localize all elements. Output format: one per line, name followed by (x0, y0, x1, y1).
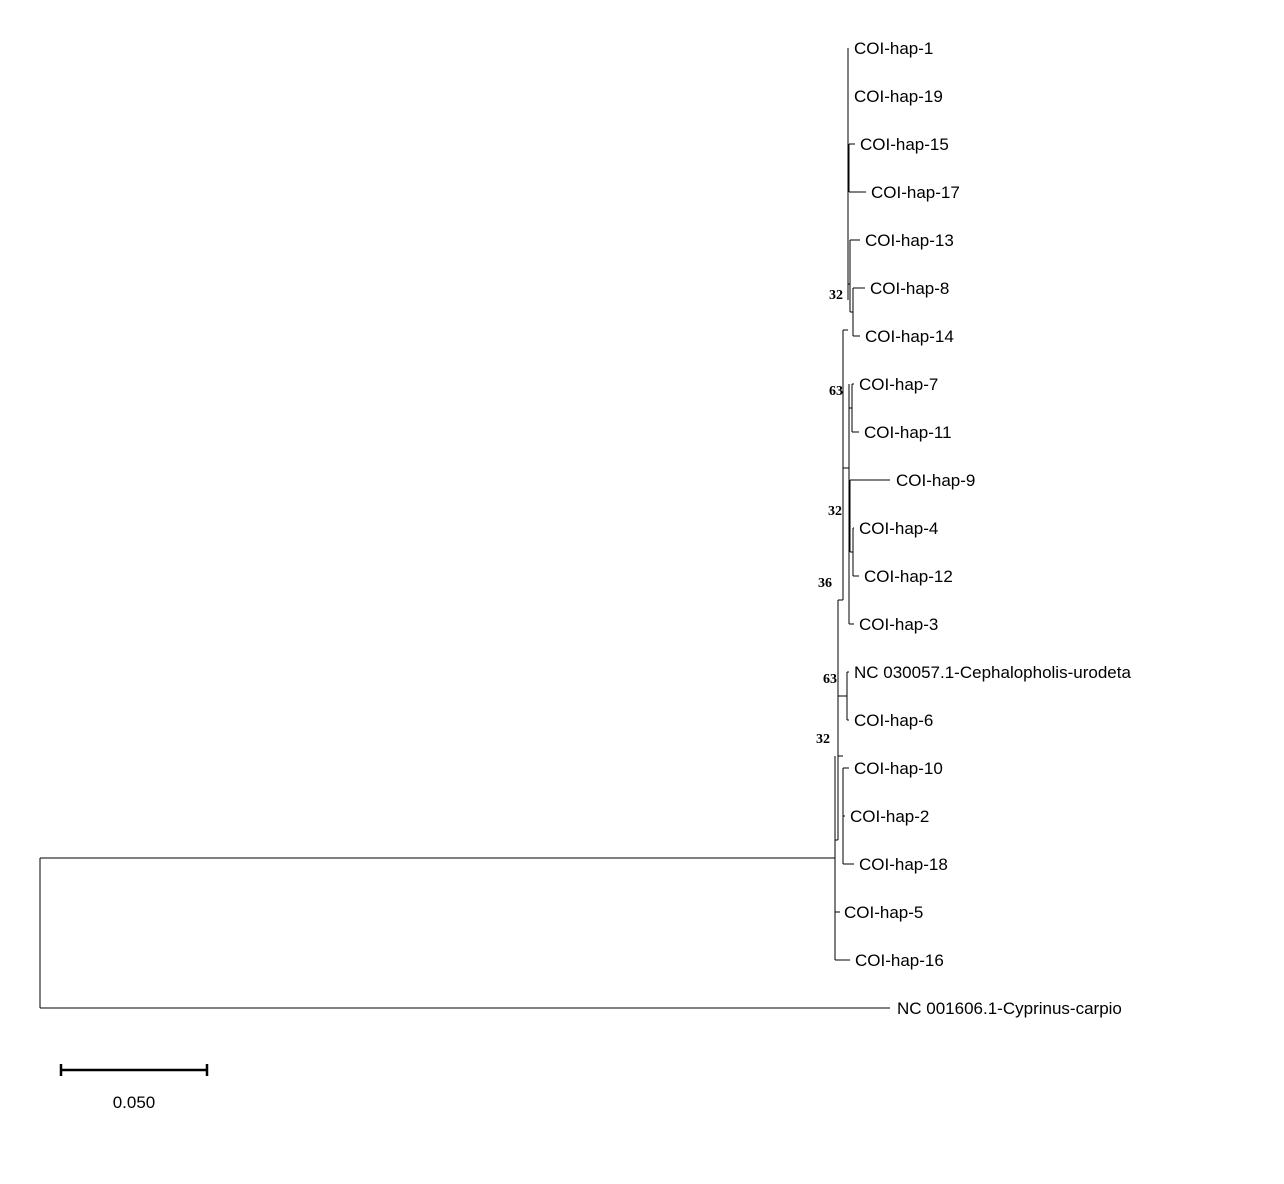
leaf-label-coi-hap-4: COI-hap-4 (859, 519, 938, 538)
leaf-label-cephalopholis-urodeta: NC 030057.1-Cephalopholis-urodeta (854, 663, 1131, 682)
leaf-label-coi-hap-13: COI-hap-13 (865, 231, 954, 250)
tree-branches (39, 48, 890, 1009)
support-value: 36 (818, 576, 832, 591)
leaf-label-coi-hap-6: COI-hap-6 (854, 711, 933, 730)
leaf-label-coi-hap-14: COI-hap-14 (865, 327, 954, 346)
leaf-label-coi-hap-2: COI-hap-2 (850, 807, 929, 826)
leaf-label-coi-hap-11: COI-hap-11 (864, 423, 952, 442)
leaf-label-coi-hap-12: COI-hap-12 (864, 567, 953, 586)
leaf-label-coi-hap-16: COI-hap-16 (855, 951, 944, 970)
leaf-label-coi-hap-5: COI-hap-5 (844, 903, 923, 922)
support-value: 63 (829, 384, 843, 399)
leaf-label-coi-hap-15: COI-hap-15 (860, 135, 949, 154)
support-value: 32 (816, 732, 830, 747)
leaf-label-coi-hap-9: COI-hap-9 (896, 471, 975, 490)
leaf-label-coi-hap-8: COI-hap-8 (870, 279, 949, 298)
scale-bar: 0.050 (59, 1064, 209, 1112)
leaf-label-coi-hap-19: COI-hap-19 (854, 87, 943, 106)
bootstrap-support-labels: 32 63 32 36 63 32 (816, 288, 843, 747)
support-value: 63 (823, 672, 837, 687)
scale-bar-label: 0.050 (113, 1093, 156, 1112)
leaf-label-coi-hap-17: COI-hap-17 (871, 183, 960, 202)
leaf-label-coi-hap-7: COI-hap-7 (859, 375, 938, 394)
support-value: 32 (829, 288, 843, 303)
leaf-label-coi-hap-1: COI-hap-1 (854, 39, 933, 58)
leaf-label-coi-hap-18: COI-hap-18 (859, 855, 948, 874)
support-value: 32 (828, 504, 842, 519)
leaf-label-coi-hap-3: COI-hap-3 (859, 615, 938, 634)
leaf-label-cyprinus-carpio: NC 001606.1-Cyprinus-carpio (897, 999, 1122, 1018)
leaf-label-coi-hap-10: COI-hap-10 (854, 759, 943, 778)
leaf-labels: COI-hap-1 COI-hap-19 COI-hap-15 COI-hap-… (844, 39, 1131, 1018)
